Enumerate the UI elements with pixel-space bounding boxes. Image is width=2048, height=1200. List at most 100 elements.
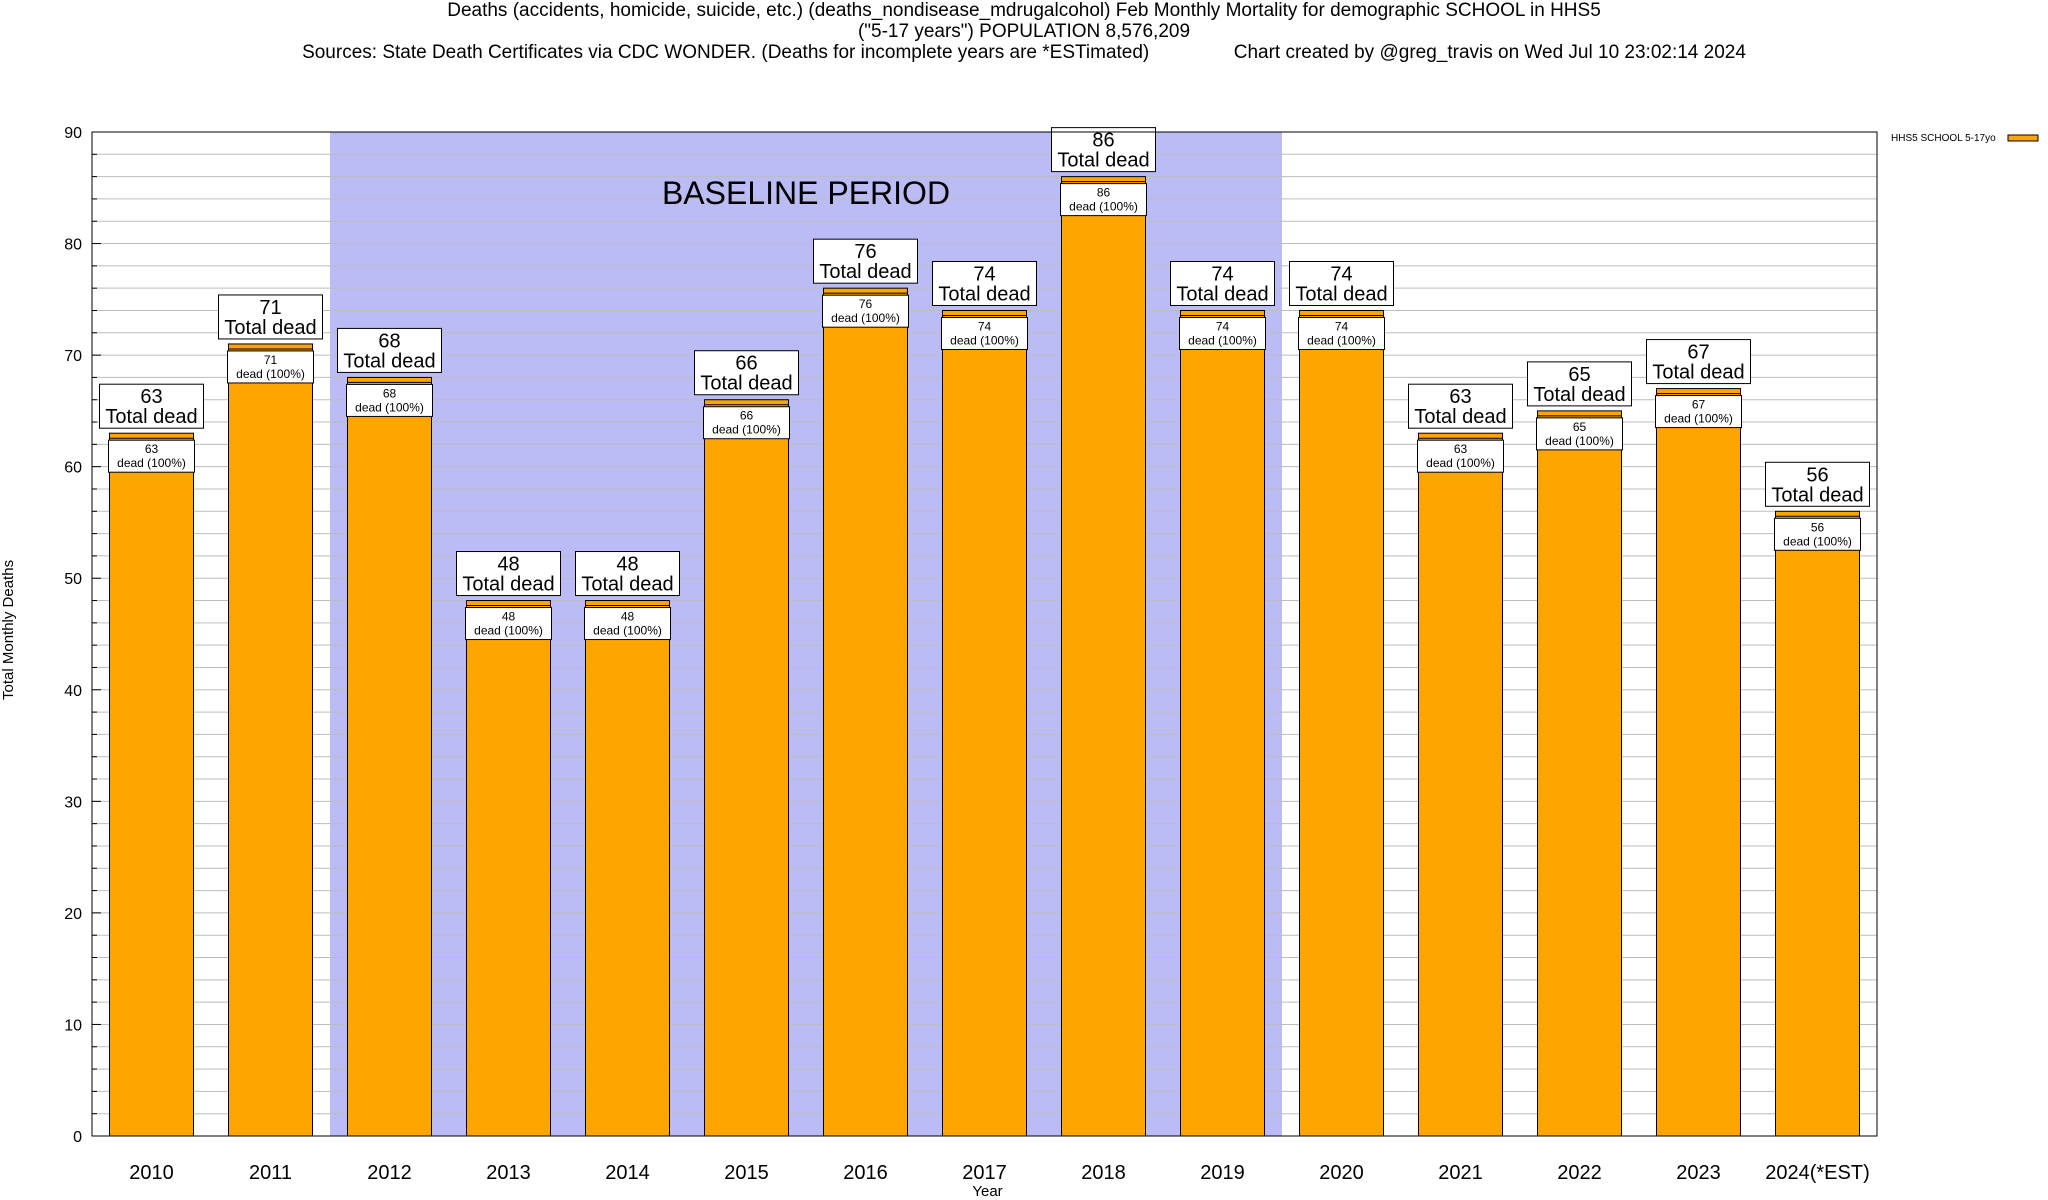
inner-percent-label: dead (100%)	[474, 624, 543, 638]
y-tick-label: 30	[64, 794, 82, 811]
inner-value-label: 63	[1454, 442, 1468, 456]
total-value-label: 56	[1806, 464, 1828, 486]
total-label-box	[575, 551, 680, 597]
inner-value-label: 48	[502, 610, 516, 624]
total-value-label: 67	[1687, 342, 1709, 364]
x-tick-label: 2012	[367, 1162, 412, 1184]
x-tick-label: 2014	[605, 1162, 650, 1184]
total-value-label: 66	[735, 353, 757, 375]
y-tick-label: 60	[64, 460, 82, 477]
inner-label-box	[1179, 316, 1266, 350]
total-value-label: 74	[1330, 263, 1352, 285]
bar	[228, 343, 313, 1137]
inner-label-box	[584, 607, 671, 641]
y-tick-label: 40	[64, 683, 82, 700]
y-tick-label: 0	[73, 1129, 82, 1146]
baseline-period-label: BASELINE PERIOD	[662, 175, 950, 211]
bar	[466, 600, 551, 1137]
y-tick-label: 90	[64, 125, 82, 142]
total-dead-label: Total dead	[343, 350, 435, 372]
total-value-label: 65	[1568, 364, 1590, 386]
total-label-box	[1051, 127, 1156, 173]
x-tick-label: 2015	[724, 1162, 769, 1184]
inner-label-box	[108, 439, 195, 473]
total-label-box	[1527, 361, 1632, 407]
inner-label-box	[1060, 183, 1147, 217]
x-axis-label: Year	[972, 1183, 1002, 1200]
inner-percent-label: dead (100%)	[117, 456, 186, 470]
x-tick-label: 2022	[1557, 1162, 1602, 1184]
total-dead-label: Total dead	[1771, 484, 1863, 506]
total-dead-label: Total dead	[1176, 283, 1268, 305]
total-label-box	[456, 551, 561, 597]
inner-percent-label: dead (100%)	[593, 624, 662, 638]
total-value-label: 74	[973, 263, 995, 285]
total-dead-label: Total dead	[462, 574, 554, 596]
inner-percent-label: dead (100%)	[1426, 456, 1495, 470]
inner-value-label: 67	[1692, 398, 1706, 412]
chart-titles: Deaths (accidents, homicide, suicide, et…	[0, 0, 2048, 63]
total-value-label: 86	[1092, 130, 1114, 152]
total-value-label: 74	[1211, 263, 1233, 285]
inner-value-label: 56	[1811, 520, 1825, 534]
inner-label-box	[1774, 517, 1861, 551]
y-tick-label: 20	[64, 906, 82, 923]
inner-value-label: 68	[383, 386, 397, 400]
total-label-box	[1765, 461, 1870, 507]
total-dead-label: Total dead	[700, 373, 792, 395]
bar	[1656, 388, 1741, 1137]
total-value-label: 63	[1449, 386, 1471, 408]
y-tick-label: 80	[64, 237, 82, 254]
inner-percent-label: dead (100%)	[1664, 412, 1733, 426]
x-tick-label: 2011	[249, 1162, 292, 1184]
plot-border	[91, 131, 1878, 1137]
inner-value-label: 63	[145, 442, 159, 456]
bar	[1537, 410, 1622, 1137]
x-tick-label: 2016	[843, 1162, 888, 1184]
inner-percent-label: dead (100%)	[1307, 333, 1376, 347]
inner-label-box	[822, 294, 909, 328]
inner-label-box	[227, 350, 314, 384]
total-dead-label: Total dead	[1533, 384, 1625, 406]
total-value-label: 76	[854, 241, 876, 263]
total-dead-label: Total dead	[1652, 362, 1744, 384]
bar	[823, 287, 908, 1137]
inner-value-label: 48	[621, 610, 635, 624]
inner-percent-label: dead (100%)	[236, 367, 305, 381]
bar	[347, 376, 432, 1137]
inner-label-box	[346, 383, 433, 417]
inner-value-label: 66	[740, 409, 754, 423]
x-tick-label: 2018	[1081, 1162, 1126, 1184]
bar	[1061, 176, 1146, 1137]
total-dead-label: Total dead	[105, 406, 197, 428]
total-dead-label: Total dead	[819, 261, 911, 283]
legend-label: HHS5 SCHOOL 5-17yo	[1891, 133, 1996, 144]
bar	[1775, 510, 1860, 1137]
inner-percent-label: dead (100%)	[831, 311, 900, 325]
total-label-box	[337, 327, 442, 373]
inner-value-label: 86	[1097, 186, 1111, 200]
total-label-box	[99, 383, 204, 429]
y-tick-label: 10	[64, 1017, 82, 1034]
total-dead-label: Total dead	[1057, 150, 1149, 172]
total-label-box	[1170, 260, 1275, 306]
inner-percent-label: dead (100%)	[1069, 200, 1138, 214]
total-dead-label: Total dead	[1295, 283, 1387, 305]
inner-label-box	[941, 316, 1028, 350]
x-tick-label: 2019	[1200, 1162, 1245, 1184]
inner-percent-label: dead (100%)	[1545, 434, 1614, 448]
bar	[1418, 432, 1503, 1137]
x-tick-label: 2010	[129, 1162, 174, 1184]
legend-swatch	[2007, 134, 2039, 142]
inner-percent-label: dead (100%)	[712, 423, 781, 437]
total-label-box	[1646, 339, 1751, 385]
total-value-label: 48	[497, 554, 519, 576]
inner-label-box	[1655, 395, 1742, 429]
inner-value-label: 71	[264, 353, 278, 367]
total-value-label: 71	[259, 297, 281, 319]
inner-label-box	[1298, 316, 1385, 350]
total-label-box	[218, 294, 323, 340]
chart-title-line-1: Deaths (accidents, homicide, suicide, et…	[447, 0, 1601, 21]
total-label-box	[932, 260, 1037, 306]
